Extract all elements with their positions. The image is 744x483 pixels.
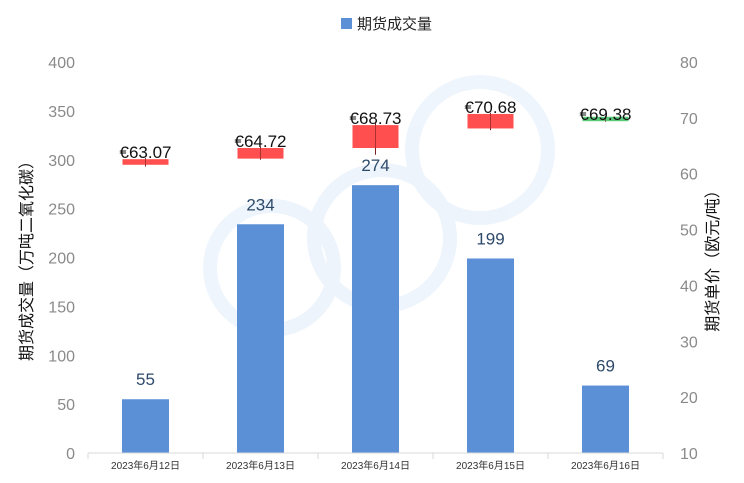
y-left-tick-label: 50 — [57, 397, 75, 414]
price-data-label: €70.68 — [465, 98, 517, 117]
volume-bar — [352, 185, 399, 454]
price-labels: €63.07 €64.72 €68.73 €70.68 €69.38 — [120, 98, 632, 162]
volume-data-label: 199 — [476, 229, 504, 248]
legend-label: 期货成交量 — [357, 15, 432, 33]
y-left-tick-label: 300 — [48, 153, 75, 170]
volume-data-label: 234 — [246, 195, 274, 214]
y-right-tick-label: 40 — [680, 278, 698, 295]
y-right-tick-label: 10 — [680, 446, 698, 463]
price-data-label: €64.72 — [235, 132, 287, 151]
volume-data-label: 55 — [136, 370, 155, 389]
y-left-tick-label: 150 — [48, 299, 75, 316]
x-axis: 2023年6月12日 2023年6月13日 2023年6月14日 2023年6月15日… — [87, 452, 664, 472]
y-left-tick-label: 200 — [48, 251, 75, 268]
volume-bar — [237, 224, 284, 453]
volume-bar — [467, 258, 514, 453]
y-left-tick-label: 400 — [48, 55, 75, 72]
volume-bar — [122, 399, 169, 453]
y-left-tick-label: 0 — [66, 446, 75, 463]
y-right-tick-label: 50 — [680, 223, 698, 240]
price-data-label: €69.38 — [580, 105, 632, 124]
bars — [122, 185, 629, 454]
price-candles — [122, 112, 629, 167]
x-tick-label: 2023年6月14日 — [341, 459, 410, 472]
y-right-axis-title: 期货单价（欧元/吨） — [703, 182, 722, 331]
y-right-tick-label: 70 — [680, 111, 698, 128]
volume-data-label: 274 — [361, 156, 389, 175]
y-left-axis-title: 期货成交量（万吨二氧化碳） — [17, 153, 36, 361]
legend-swatch — [341, 18, 352, 29]
x-tick-label: 2023年6月13日 — [226, 459, 295, 472]
y-left-tick-label: 100 — [48, 348, 75, 365]
y-left-tick-label: 350 — [48, 104, 75, 121]
volume-data-label: 69 — [596, 357, 615, 376]
y-left-ticks: 0 50 100 150 200 250 300 350 400 — [48, 55, 75, 463]
y-right-tick-label: 60 — [680, 167, 698, 184]
y-right-tick-label: 20 — [680, 390, 698, 407]
volume-bar — [582, 385, 629, 453]
x-tick-label: 2023年6月16日 — [571, 459, 640, 472]
y-right-tick-label: 80 — [680, 55, 698, 72]
x-tick-label: 2023年6月15日 — [456, 459, 525, 472]
x-tick-label: 2023年6月12日 — [111, 459, 180, 472]
y-left-tick-label: 250 — [48, 202, 75, 219]
legend: 期货成交量 — [341, 15, 432, 33]
y-right-ticks: 10 20 30 40 50 60 70 80 — [680, 55, 698, 463]
price-data-label: €68.73 — [350, 109, 402, 128]
price-data-label: €63.07 — [120, 143, 172, 162]
bar-labels: 55 234 274 199 69 — [136, 156, 615, 389]
y-right-tick-label: 30 — [680, 334, 698, 351]
